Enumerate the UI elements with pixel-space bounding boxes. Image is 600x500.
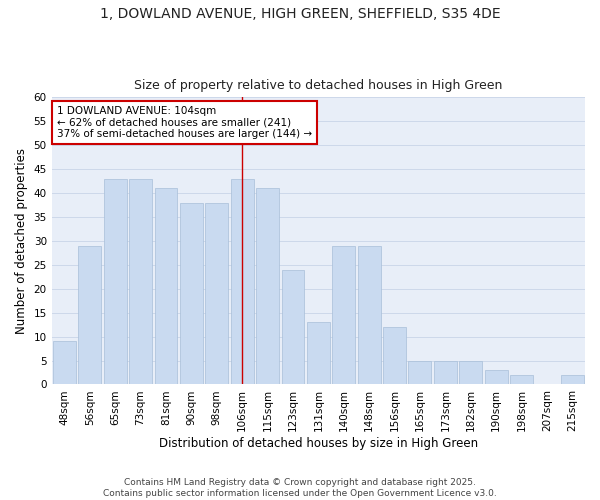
Y-axis label: Number of detached properties: Number of detached properties xyxy=(15,148,28,334)
Bar xyxy=(434,360,457,384)
Bar xyxy=(485,370,508,384)
Bar xyxy=(180,202,203,384)
Bar xyxy=(459,360,482,384)
Bar xyxy=(129,178,152,384)
Bar xyxy=(281,270,304,384)
X-axis label: Distribution of detached houses by size in High Green: Distribution of detached houses by size … xyxy=(159,437,478,450)
Bar xyxy=(358,246,380,384)
Bar xyxy=(205,202,228,384)
Bar xyxy=(79,246,101,384)
Bar xyxy=(561,375,584,384)
Bar xyxy=(510,375,533,384)
Bar xyxy=(409,360,431,384)
Bar xyxy=(155,188,178,384)
Bar xyxy=(332,246,355,384)
Bar xyxy=(104,178,127,384)
Text: 1 DOWLAND AVENUE: 104sqm
← 62% of detached houses are smaller (241)
37% of semi-: 1 DOWLAND AVENUE: 104sqm ← 62% of detach… xyxy=(57,106,312,139)
Bar xyxy=(231,178,254,384)
Bar xyxy=(307,322,330,384)
Bar xyxy=(383,327,406,384)
Bar xyxy=(53,342,76,384)
Text: 1, DOWLAND AVENUE, HIGH GREEN, SHEFFIELD, S35 4DE: 1, DOWLAND AVENUE, HIGH GREEN, SHEFFIELD… xyxy=(100,8,500,22)
Bar xyxy=(256,188,279,384)
Title: Size of property relative to detached houses in High Green: Size of property relative to detached ho… xyxy=(134,79,503,92)
Text: Contains HM Land Registry data © Crown copyright and database right 2025.
Contai: Contains HM Land Registry data © Crown c… xyxy=(103,478,497,498)
